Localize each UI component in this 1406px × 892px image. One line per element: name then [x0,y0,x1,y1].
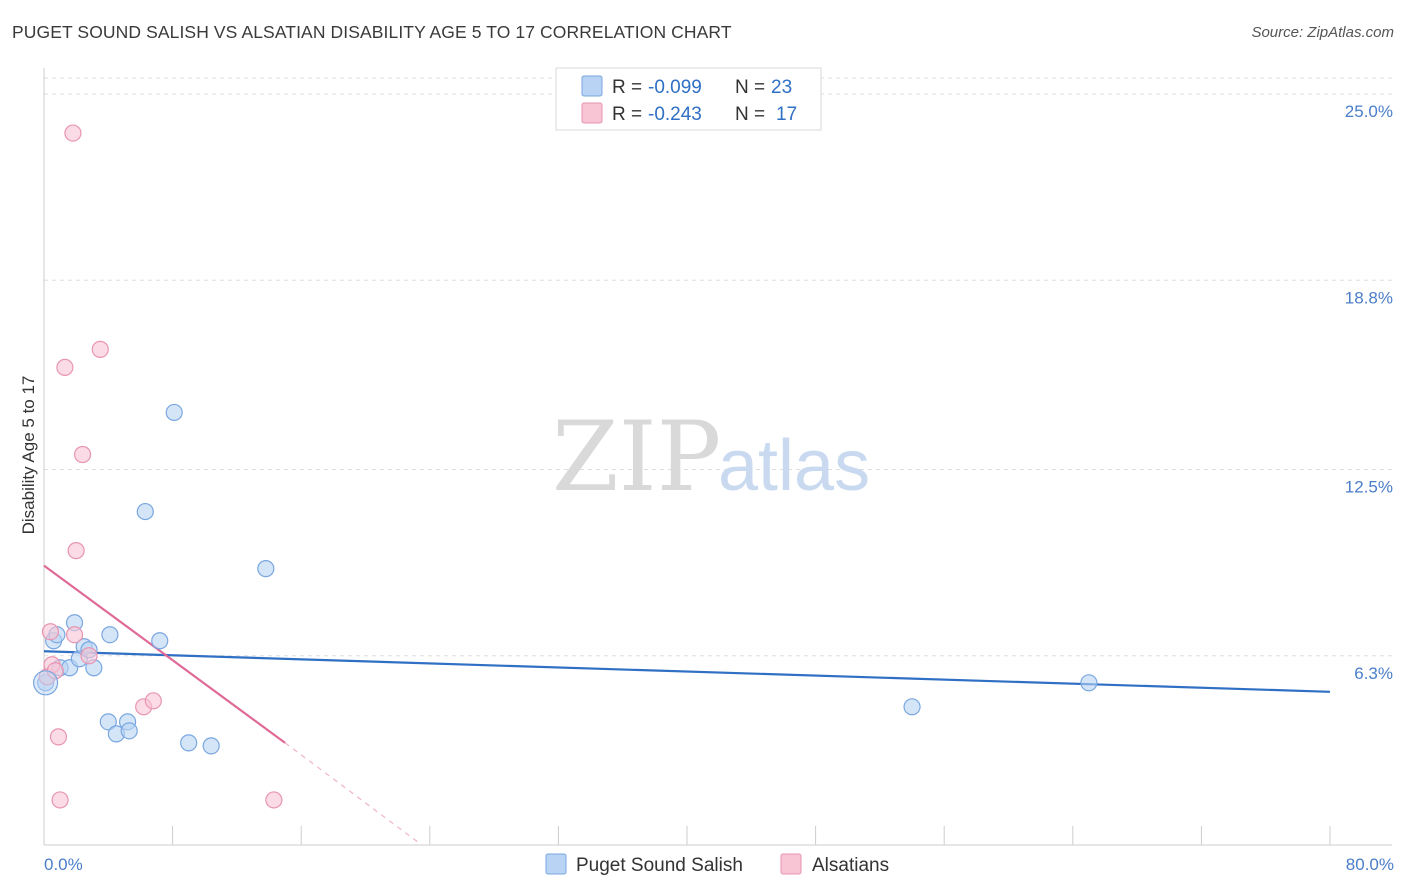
data-point-blue-20 [257,560,275,578]
legend-n-value-2: 17 [776,104,797,125]
grid-lines [44,77,1392,657]
trend-lines [43,564,1331,846]
data-point-blue-16 [151,632,169,650]
data-point-blue-17 [165,403,183,422]
source-label: Source: ZipAtlas.com [1251,24,1394,41]
data-point-blue-22 [1080,674,1098,692]
y-tick-label: 18.8% [1345,288,1393,307]
series-legend-label-blue: Puget Sound Salish [576,855,743,876]
data-point-pink-8 [65,626,84,644]
watermark-atlas: atlas [718,426,870,506]
data-point-pink-1 [41,623,60,641]
data-point-blue-21 [903,698,921,716]
data-point-pink-7 [64,124,82,142]
data-point-pink-15 [265,791,283,809]
data-point-pink-4 [49,728,68,746]
y-tick-label: 6.3% [1354,664,1393,683]
data-point-pink-6 [56,358,74,376]
series-legend-swatch-pink [780,853,802,875]
watermark-zip: ZIP [552,401,721,513]
series-legend: Puget Sound Salish Alsatians [545,853,889,876]
y-tick-label: 25.0% [1345,102,1393,121]
data-point-blue-11 [101,626,119,644]
axes: 6.3% 12.5% 18.8% 25.0% 0.0% 80.0% [43,68,1394,874]
legend-n-label-1: N = [735,77,765,98]
legend-swatch-blue [581,75,603,97]
data-points [33,124,1098,809]
legend-r-label-1: R = [612,77,642,98]
stats-legend: R = -0.099 N = 23 R = -0.243 N = 17 [555,67,822,131]
x-tick-label: 80.0% [1346,855,1394,874]
data-point-pink-9 [67,542,85,560]
y-tick-label: 12.5% [1345,478,1393,497]
data-point-pink-5 [51,791,69,809]
data-point-blue-14 [120,722,138,740]
data-point-pink-10 [73,445,92,464]
series-legend-swatch-blue [545,853,567,875]
legend-r-value-1: -0.099 [648,77,702,98]
legend-r-value-2: -0.243 [648,104,702,125]
data-point-pink-14 [144,692,162,710]
data-point-blue-15 [136,502,154,521]
series-legend-label-pink: Alsatians [812,855,889,876]
data-point-pink-12 [91,340,109,358]
watermark: ZIP atlas [552,401,870,513]
data-point-blue-large [33,670,59,696]
legend-n-value-1: 23 [771,77,792,98]
trend-line-pink [43,564,286,744]
data-point-blue-18 [180,734,198,752]
trend-line-blue [43,650,1331,693]
x-tick-label: 0.0% [44,855,83,874]
chart-title: PUGET SOUND SALISH VS ALSATIAN DISABILIT… [12,22,732,42]
data-point-blue-10 [99,713,117,731]
y-axis-label: Disability Age 5 to 17 [19,376,38,535]
data-point-blue-19 [202,737,220,755]
legend-n-label-2: N = [735,104,765,125]
data-point-pink-11 [80,647,98,665]
legend-r-label-2: R = [612,104,642,125]
trend-line-extension-pink [284,742,423,846]
legend-swatch-pink [581,102,603,124]
